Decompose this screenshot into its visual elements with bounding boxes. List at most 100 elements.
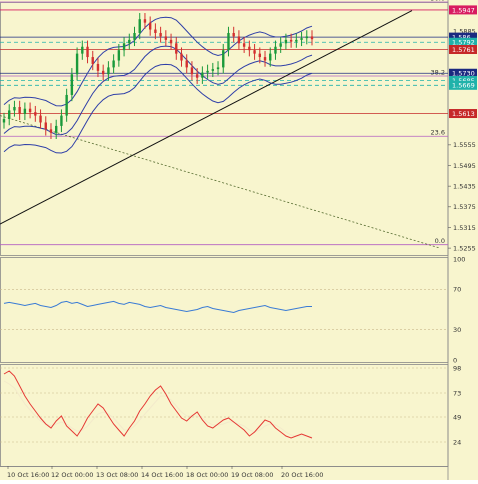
- price-tag-label: 1.5669: [452, 82, 475, 90]
- up-trendline: [0, 10, 413, 225]
- price-tick-label: 1.5495: [453, 162, 476, 170]
- price-tick-label: 1.5555: [453, 141, 476, 149]
- rsi-line: [3, 300, 312, 314]
- candle-body: [206, 70, 209, 73]
- price-tag-label: 1.586: [452, 34, 471, 42]
- price-tag-label: 1.5730: [452, 70, 475, 78]
- candle-body: [55, 125, 58, 133]
- candle-body: [185, 60, 188, 68]
- stochastic-panel: [0, 364, 449, 467]
- candle-body: [253, 50, 256, 54]
- price-tag: 1.5792: [449, 37, 477, 47]
- candle-body: [274, 46, 277, 54]
- stochastic-main-line: [3, 370, 313, 439]
- candle-body: [242, 43, 246, 47]
- price-tick-label: 1.5885: [453, 28, 476, 36]
- candle-body: [195, 74, 199, 78]
- price-tag: 1.586: [449, 32, 477, 42]
- candle-body: [128, 39, 131, 44]
- fib-level-label: 23.6: [431, 129, 445, 137]
- candle-body: [44, 122, 47, 130]
- price-tag-box: [449, 5, 477, 15]
- stochastic-tick-label: 24: [453, 438, 461, 446]
- candle-body: [28, 108, 32, 113]
- candle-body: [86, 46, 89, 58]
- price-tag-box: [449, 80, 477, 90]
- stochastic-tick-label: 73: [453, 389, 461, 397]
- candle-body: [107, 67, 110, 75]
- time-tick-label: 14 Oct 16:00: [141, 471, 183, 479]
- candle-body: [133, 32, 136, 40]
- rsi-tick-label: 100: [453, 255, 465, 263]
- candle-body: [310, 36, 314, 40]
- fib-level-label: 50.0: [431, 0, 445, 3]
- time-tick-label: 19 Oct 08:00: [231, 471, 273, 479]
- price-tag: 1.5613: [449, 109, 477, 119]
- stochastic-tick-label: 98: [453, 364, 461, 372]
- candle-body: [70, 74, 74, 95]
- candle-body: [122, 43, 126, 51]
- time-tick-label: 20 Oct 16:00: [281, 471, 323, 479]
- candle-body: [75, 53, 79, 75]
- rsi-panel: [0, 257, 449, 363]
- rsi-tick-label: 70: [453, 286, 461, 294]
- candle-body: [289, 39, 293, 42]
- candle-body: [13, 106, 16, 111]
- rsi-tick-label: 0: [453, 356, 457, 364]
- candle-body: [248, 46, 251, 51]
- candle-body: [34, 112, 37, 116]
- time-tick-label: 12 Oct 00:00: [51, 471, 93, 479]
- candle-body: [169, 39, 173, 44]
- candle-body: [101, 70, 105, 75]
- candle-body: [279, 43, 282, 47]
- candle-body: [81, 46, 84, 54]
- candle-body: [23, 108, 27, 114]
- price-tag-box: [449, 32, 477, 42]
- time-tick-label: 13 Oct 08:00: [96, 471, 138, 479]
- candle-body: [237, 36, 241, 44]
- candle-body: [180, 53, 183, 61]
- outer-band-line: [3, 63, 313, 154]
- price-tick-label: 1.5315: [453, 224, 476, 232]
- candle-body: [96, 63, 100, 71]
- price-tag: 1.5761: [449, 45, 477, 55]
- candle-body: [300, 38, 303, 40]
- price-tag-label: 1.5947: [452, 6, 475, 14]
- candle-body: [112, 60, 115, 68]
- candle-body: [148, 22, 152, 30]
- candle-body: [39, 115, 42, 123]
- price-tag-label: 1.5761: [452, 46, 475, 54]
- stochastic-signal-line: [3, 380, 313, 438]
- candle-body: [91, 57, 94, 64]
- candle-body: [269, 53, 272, 61]
- candle-body: [232, 32, 235, 37]
- candle-body: [211, 69, 215, 71]
- price-tag-label: 1.5792: [452, 39, 475, 47]
- upper-band-line: [3, 16, 313, 107]
- candle-body: [258, 53, 261, 58]
- candle-body: [159, 32, 162, 37]
- price-tag-box: [449, 109, 477, 119]
- price-tag-box: [449, 68, 477, 78]
- rsi-tick-label: 30: [453, 326, 461, 334]
- price-tick-label: 1.5435: [453, 182, 476, 190]
- price-tag-box: [449, 75, 477, 85]
- time-tick-label: 18 Oct 00:00: [186, 471, 228, 479]
- candle-body: [60, 115, 63, 126]
- candle-body: [201, 72, 204, 78]
- down-trendline: [0, 115, 441, 249]
- price-tag: 1.5730: [449, 68, 477, 78]
- price-tag-box: [449, 45, 477, 55]
- candle-body: [305, 36, 308, 39]
- stochastic-tick-label: 49: [453, 413, 461, 421]
- candle-body: [18, 106, 21, 114]
- main-panel: [0, 2, 449, 256]
- fib-level-label: 0.0: [435, 237, 445, 245]
- price-tick-label: 1.5375: [453, 203, 476, 211]
- price-tick-label: 1.5255: [453, 244, 476, 252]
- fib-level-label: 38.2: [431, 69, 445, 77]
- candle-body: [117, 50, 121, 61]
- candle-body: [138, 19, 141, 33]
